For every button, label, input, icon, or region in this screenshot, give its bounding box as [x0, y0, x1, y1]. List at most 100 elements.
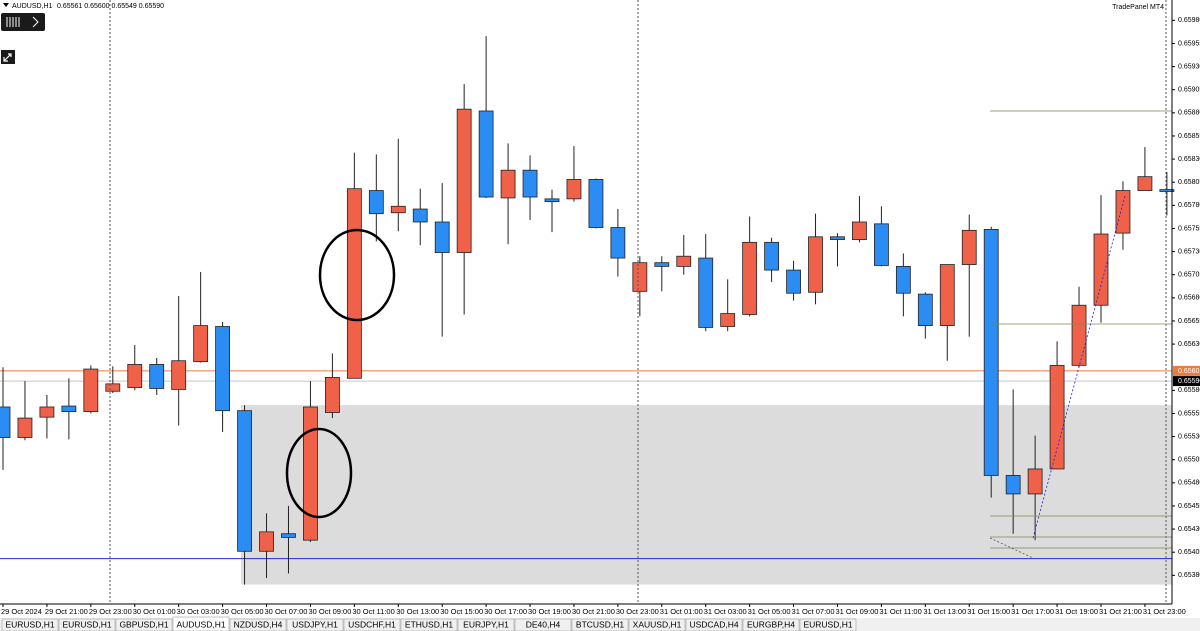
candle-body [588, 179, 604, 228]
menu-arrow[interactable] [3, 3, 9, 7]
candle-body [83, 368, 99, 413]
tab[interactable] [1, 618, 59, 631]
tab[interactable] [457, 618, 515, 631]
candle-body [676, 255, 692, 267]
tab[interactable] [400, 618, 458, 631]
fib-trend [1032, 195, 1126, 539]
candle-body [346, 188, 362, 379]
tab[interactable] [685, 618, 743, 631]
tab-label: XAUUSD,H1 [633, 619, 682, 629]
y-tick-label: 0.65555 [1178, 410, 1200, 417]
candle-body [830, 236, 845, 240]
tab[interactable] [799, 618, 857, 631]
candle-body [324, 376, 340, 413]
x-tick-label: 30 Oct 11:00 [352, 607, 394, 616]
plot-area [0, 36, 1175, 585]
chart-header: AUDUSD,H1 [12, 3, 53, 10]
candle-body [171, 360, 187, 390]
y-tick-label: 0.65655 [1178, 318, 1200, 325]
candle-body [544, 198, 560, 203]
tab[interactable] [172, 616, 230, 631]
candle-body [786, 269, 801, 294]
candle-body [39, 406, 55, 418]
panel-label: TradePanel MT4 [1112, 4, 1164, 11]
x-tick-label: 31 Oct 19:00 [1055, 607, 1098, 616]
candle-body [17, 417, 33, 438]
x-tick-label: 30 Oct 17:00 [484, 607, 527, 616]
candle-body [610, 227, 626, 259]
tab[interactable] [628, 618, 686, 631]
tab-label: NZDUSD,H4 [234, 619, 283, 629]
annotation-circle [285, 427, 353, 519]
candle-body [895, 265, 911, 294]
y-tick-label: 0.65455 [1178, 503, 1200, 510]
tab[interactable] [571, 618, 629, 631]
y-tick-label: 0.65805 [1178, 179, 1200, 186]
candle-body [0, 406, 11, 438]
candle-body [720, 313, 736, 327]
tab-label: USDCHF,H1 [348, 619, 396, 629]
x-tick-label: 31 Oct 11:00 [879, 607, 921, 616]
zone [241, 405, 1172, 585]
y-tick-label: 0.65955 [1178, 40, 1200, 47]
candle-body [566, 179, 582, 200]
y-tick-label: 0.65905 [1178, 87, 1200, 94]
candle-body [654, 262, 670, 267]
x-tick-label: 31 Oct 13:00 [923, 607, 966, 616]
candle-body [149, 364, 165, 389]
candle-body [522, 169, 538, 198]
tab-label: USDCAD,H4 [689, 619, 738, 629]
tab[interactable] [58, 618, 116, 631]
y-tick-label: 0.65755 [1178, 225, 1200, 232]
x-tick-label: 30 Oct 03:00 [177, 607, 220, 616]
candle-body [983, 228, 999, 476]
x-tick-label: 29 Oct 2024 [1, 607, 42, 616]
fib-levels [989, 110, 1172, 559]
candle-body [237, 410, 252, 552]
candle-body [303, 406, 318, 541]
candle-body [698, 257, 714, 328]
x-tick-label: 30 Oct 21:00 [572, 607, 615, 616]
tab[interactable] [115, 618, 173, 631]
candle-body [1049, 364, 1065, 470]
candle-body [961, 229, 977, 265]
candle-body [193, 325, 209, 363]
y-tick-label: 0.65705 [1178, 272, 1200, 279]
x-tick-label: 31 Oct 17:00 [1011, 607, 1054, 616]
candle-body [1115, 190, 1131, 234]
x-tick-label: 31 Oct 21:00 [1099, 607, 1142, 616]
tab[interactable] [229, 618, 287, 631]
candle-body [61, 405, 77, 413]
tab[interactable] [742, 618, 800, 631]
tab[interactable] [514, 618, 572, 631]
candle-body [105, 383, 121, 392]
tab[interactable] [286, 618, 344, 631]
tab-label: EURUSD,H1 [62, 619, 111, 629]
tab-label: BTCUSD,H1 [576, 619, 624, 629]
tab-label: EURUSD,H1 [803, 619, 852, 629]
candle-body [852, 221, 867, 240]
tab-label: ETHUSD,H1 [405, 619, 453, 629]
x-tick-label: 30 Oct 09:00 [308, 607, 351, 616]
candle-body [1137, 176, 1153, 191]
tab[interactable] [343, 618, 401, 631]
candle-body [478, 110, 494, 198]
candle-body [368, 190, 384, 215]
x-tick-label: 30 Oct 15:00 [440, 607, 483, 616]
candle-body [1027, 468, 1043, 495]
x-tick-label: 30 Oct 23:00 [616, 607, 659, 616]
x-tick-label: 31 Oct 01:00 [660, 607, 703, 616]
candle-body [1093, 233, 1109, 306]
x-tick-label: 30 Oct 19:00 [528, 607, 571, 616]
tab-label: DE40,H4 [526, 619, 561, 629]
candle-body [764, 241, 779, 271]
